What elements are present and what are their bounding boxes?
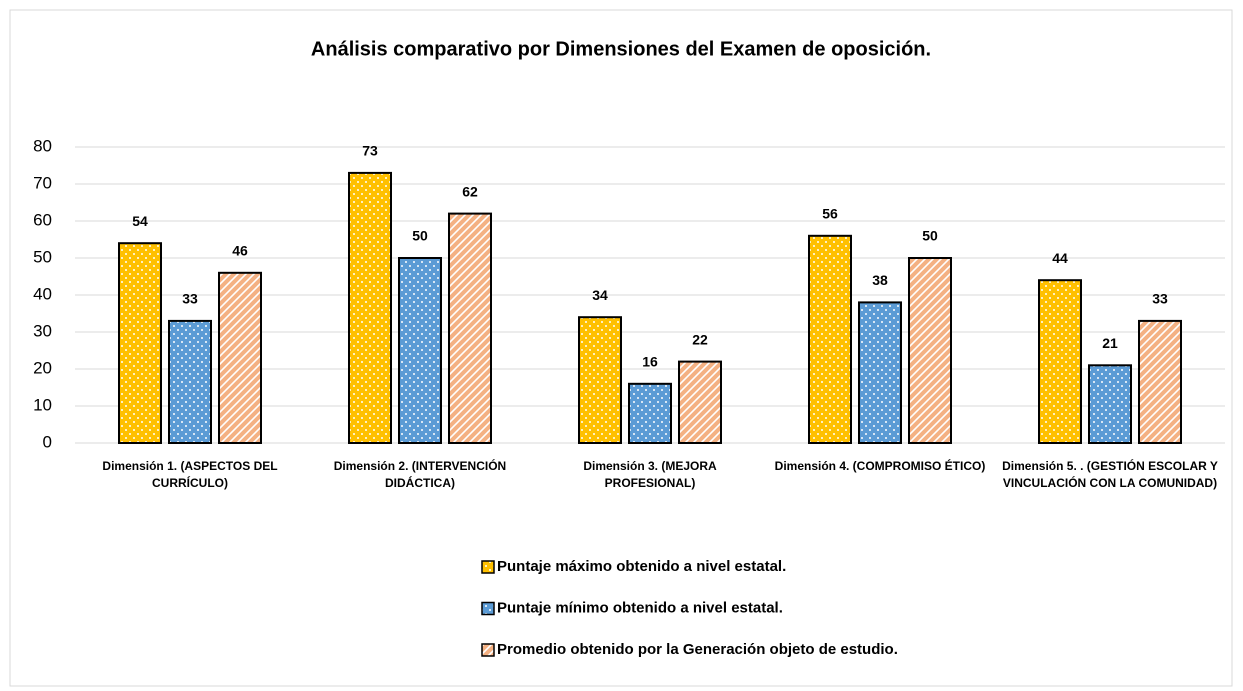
- bar: [1088, 364, 1132, 444]
- bar: [168, 319, 212, 444]
- bar: [858, 301, 902, 444]
- data-label: 62: [462, 183, 478, 199]
- x-tick-label: Dimensión 2. (INTERVENCIÓN DIDÁCTICA): [333, 459, 507, 490]
- legend-swatch: [481, 643, 495, 657]
- data-label: 73: [362, 143, 378, 159]
- legend-label: Puntaje mínimo obtenido a nivel estatal.: [497, 599, 783, 616]
- y-tick-label: 80: [33, 136, 52, 155]
- x-tick-label: Dimensión 3. (MEJORA PROFESIONAL): [583, 459, 717, 490]
- x-tick-label: Dimensión 1. (ASPECTOS DEL CURRÍCULO): [102, 459, 278, 490]
- data-label: 56: [822, 206, 838, 222]
- y-tick-label: 10: [33, 395, 52, 414]
- data-label: 21: [1102, 335, 1118, 351]
- bar: [1138, 319, 1182, 444]
- y-tick-label: 20: [33, 358, 52, 377]
- data-label: 54: [132, 213, 148, 229]
- data-label: 46: [232, 243, 248, 259]
- y-tick-label: 50: [33, 247, 52, 266]
- y-tick-label: 40: [33, 284, 52, 303]
- y-tick-label: 30: [33, 321, 52, 340]
- bar: [218, 271, 262, 444]
- legend-label: Puntaje máximo obtenido a nivel estatal.: [497, 558, 786, 575]
- data-label: 16: [642, 354, 658, 370]
- data-label: 50: [922, 228, 938, 244]
- data-label: 33: [1152, 291, 1168, 307]
- data-label: 50: [412, 228, 428, 244]
- x-tick-label: Dimensión 5. . (GESTIÓN ESCOLAR Y VINCUL…: [1002, 459, 1218, 490]
- bar: [908, 257, 952, 444]
- data-label: 33: [182, 291, 198, 307]
- legend-swatch: [481, 560, 495, 574]
- chart-title: Análisis comparativo por Dimensiones del…: [311, 38, 931, 60]
- bar: [1038, 279, 1082, 445]
- data-label: 22: [692, 331, 708, 347]
- bar: [448, 212, 492, 444]
- data-label: 44: [1052, 250, 1068, 266]
- data-label: 34: [592, 287, 608, 303]
- x-tick-label: Dimensión 4. (COMPROMISO ÉTICO): [774, 459, 986, 473]
- y-tick-label: 70: [33, 173, 52, 192]
- legend-swatch: [481, 601, 495, 616]
- legend-label: Promedio obtenido por la Generación obje…: [497, 641, 898, 658]
- bar: [808, 234, 852, 444]
- bar: [398, 257, 442, 444]
- y-tick-label: 60: [33, 210, 52, 229]
- bar: [628, 382, 672, 444]
- bar: [578, 316, 622, 445]
- bar: [348, 171, 392, 444]
- data-label: 38: [872, 272, 888, 288]
- bar: [678, 360, 722, 445]
- bar: [118, 242, 162, 444]
- y-tick-label: 0: [43, 432, 52, 451]
